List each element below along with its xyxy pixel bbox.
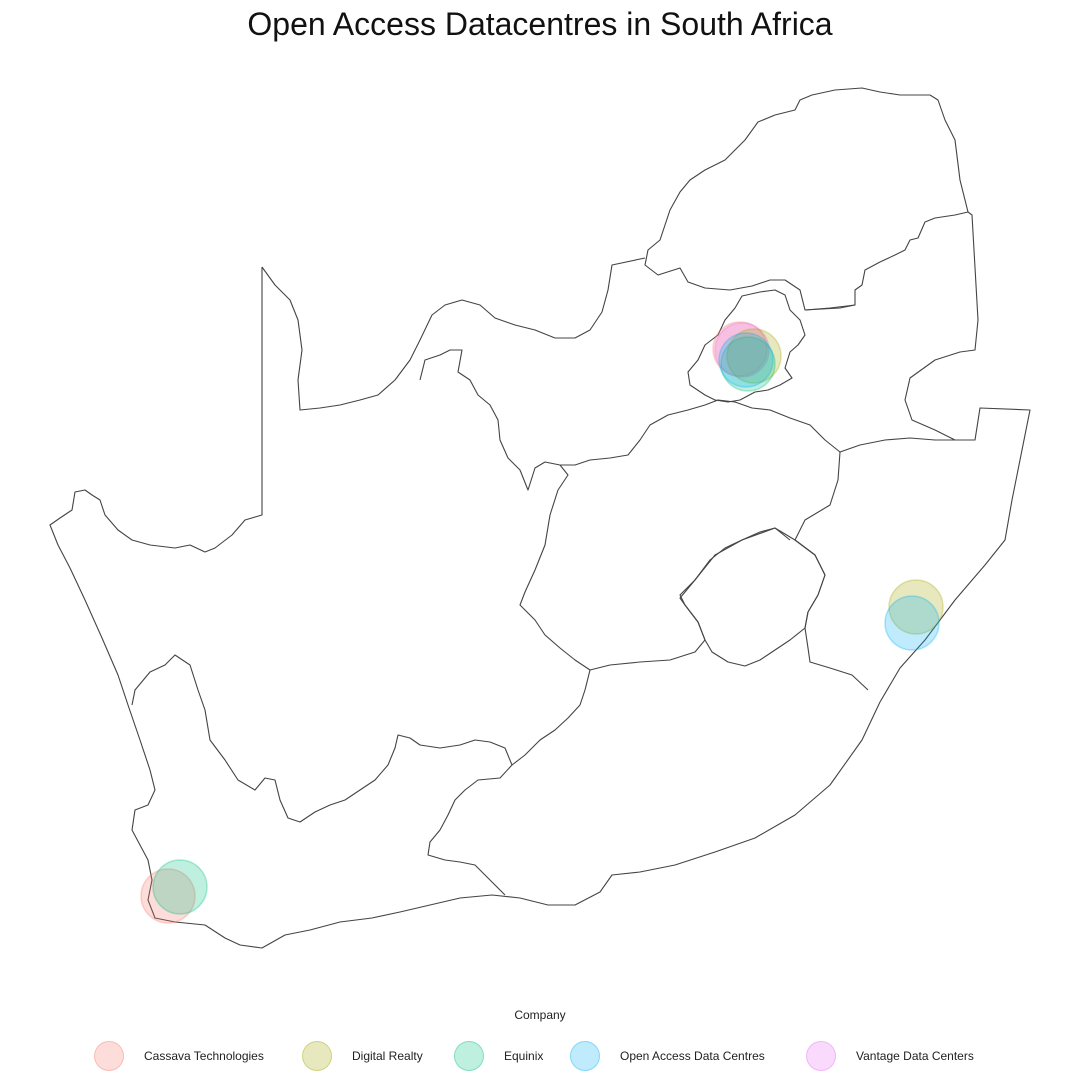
border-northern-cape-north bbox=[261, 257, 646, 411]
legend-label-equinix: Equinix bbox=[504, 1049, 544, 1063]
legend-key-digital-realty bbox=[302, 1041, 332, 1071]
legend-item-vantage: Vantage Data Centers bbox=[806, 1040, 974, 1072]
legend-title: Company bbox=[514, 1008, 566, 1022]
legend-key-cassava bbox=[94, 1041, 124, 1071]
border-free-state-east bbox=[794, 451, 841, 629]
marker-cassava-technologies-johannesburg bbox=[712, 321, 768, 377]
border-western-cape bbox=[131, 654, 513, 896]
marker-digital-realty-durban bbox=[888, 579, 944, 635]
border-eastern-cape-kzn bbox=[804, 627, 869, 691]
legend-label-vantage: Vantage Data Centers bbox=[856, 1049, 974, 1063]
border-mpumalanga-south bbox=[839, 437, 955, 453]
legend-key-vantage bbox=[806, 1041, 836, 1071]
legend-label-open-access: Open Access Data Centres bbox=[620, 1049, 765, 1063]
legend-item-open-access: Open Access Data Centres bbox=[570, 1040, 765, 1072]
legend-label-digital-realty: Digital Realty bbox=[352, 1049, 423, 1063]
border-gauteng bbox=[687, 289, 806, 403]
marker-open-access-data-centres-johannesburg bbox=[718, 332, 774, 388]
border-limpopo-mpumalanga bbox=[804, 304, 856, 311]
legend-label-cassava: Cassava Technologies bbox=[144, 1049, 264, 1063]
country-outline bbox=[49, 87, 1031, 949]
border-eastern-cape-northern-cape bbox=[511, 669, 591, 766]
marker-open-access-data-centres-durban bbox=[884, 595, 940, 651]
legend-item-equinix: Equinix bbox=[454, 1040, 543, 1072]
datacentre-markers bbox=[140, 321, 944, 924]
marker-cassava-technologies-cape-town bbox=[140, 868, 196, 924]
legend-key-open-access bbox=[570, 1041, 600, 1071]
legend-item-digital-realty: Digital Realty bbox=[302, 1040, 423, 1072]
marker-digital-realty-johannesburg bbox=[726, 328, 782, 384]
border-free-state-south bbox=[589, 527, 791, 671]
legend-key-equinix bbox=[454, 1041, 484, 1071]
marker-equinix-cape-town bbox=[152, 859, 208, 915]
border-free-state-west bbox=[419, 349, 591, 671]
map-title: Open Access Datacentres in South Africa bbox=[247, 6, 833, 42]
marker-vantage-data-centers-johannesburg bbox=[714, 322, 770, 378]
lesotho-outline bbox=[679, 527, 826, 667]
legend-item-cassava: Cassava Technologies bbox=[94, 1040, 264, 1072]
province-borders bbox=[49, 87, 1031, 949]
border-north-west-south bbox=[560, 399, 841, 466]
marker-equinix-johannesburg bbox=[720, 336, 776, 392]
